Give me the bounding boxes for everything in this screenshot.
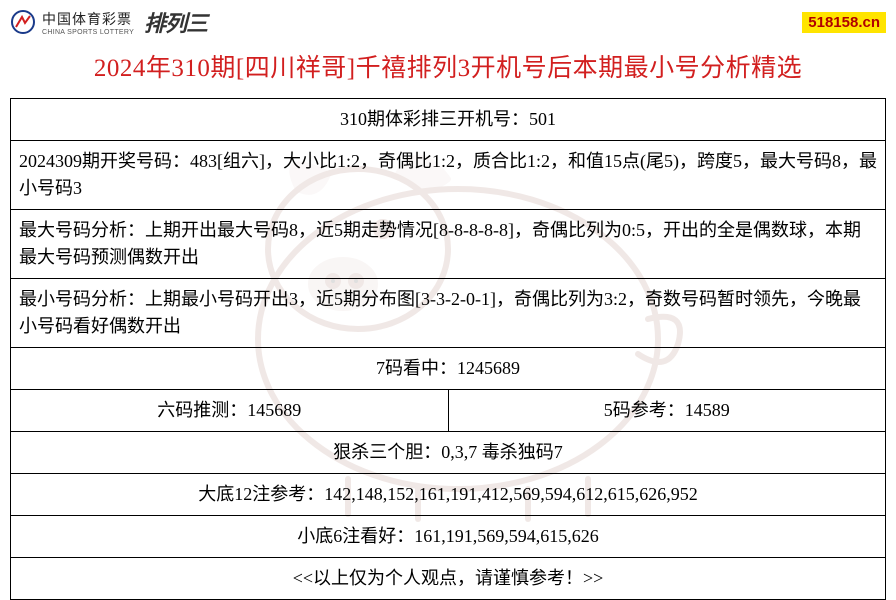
row-max-analysis: 最大号码分析：上期开出最大号码8，近5期走势情况[8-8-8-8-8]，奇偶比列…: [11, 210, 886, 279]
header-bar: 中国体育彩票 CHINA SPORTS LOTTERY 排列三 518158.c…: [0, 0, 896, 40]
lottery-logo-icon: [10, 9, 36, 35]
row-min-analysis: 最小号码分析：上期最小号码开出3，近5期分布图[3-3-2-0-1]，奇偶比列为…: [11, 279, 886, 348]
row-big-base: 大底12注参考：142,148,152,161,191,412,569,594,…: [11, 474, 886, 516]
row-disclaimer: <<以上仅为个人观点，请谨慎参考！>>: [11, 558, 886, 600]
row-prev-draw: 2024309期开奖号码：483[组六]，大小比1:2，奇偶比1:2，质合比1:…: [11, 141, 886, 210]
row-small-base: 小底6注看好：161,191,569,594,615,626: [11, 516, 886, 558]
brand-name-en: CHINA SPORTS LOTTERY: [42, 29, 134, 36]
page-title: 2024年310期[四川祥哥]千禧排列3开机号后本期最小号分析精选: [0, 40, 896, 98]
cell-6code: 六码推测：145689: [11, 390, 449, 432]
analysis-table: 310期体彩排三开机号：501 2024309期开奖号码：483[组六]，大小比…: [10, 98, 886, 600]
row-7code: 7码看中：1245689: [11, 348, 886, 390]
site-badge: 518158.cn: [802, 12, 886, 33]
brand-pailie-label: 排列三: [144, 6, 207, 38]
row-open-number: 310期体彩排三开机号：501: [11, 99, 886, 141]
brand-text: 中国体育彩票 CHINA SPORTS LOTTERY: [42, 9, 134, 36]
row-kill-picks: 狠杀三个胆：0,3,7 毒杀独码7: [11, 432, 886, 474]
cell-5code: 5码参考：14589: [448, 390, 886, 432]
brand-name-cn: 中国体育彩票: [42, 9, 134, 29]
brand-block: 中国体育彩票 CHINA SPORTS LOTTERY 排列三: [10, 6, 207, 38]
